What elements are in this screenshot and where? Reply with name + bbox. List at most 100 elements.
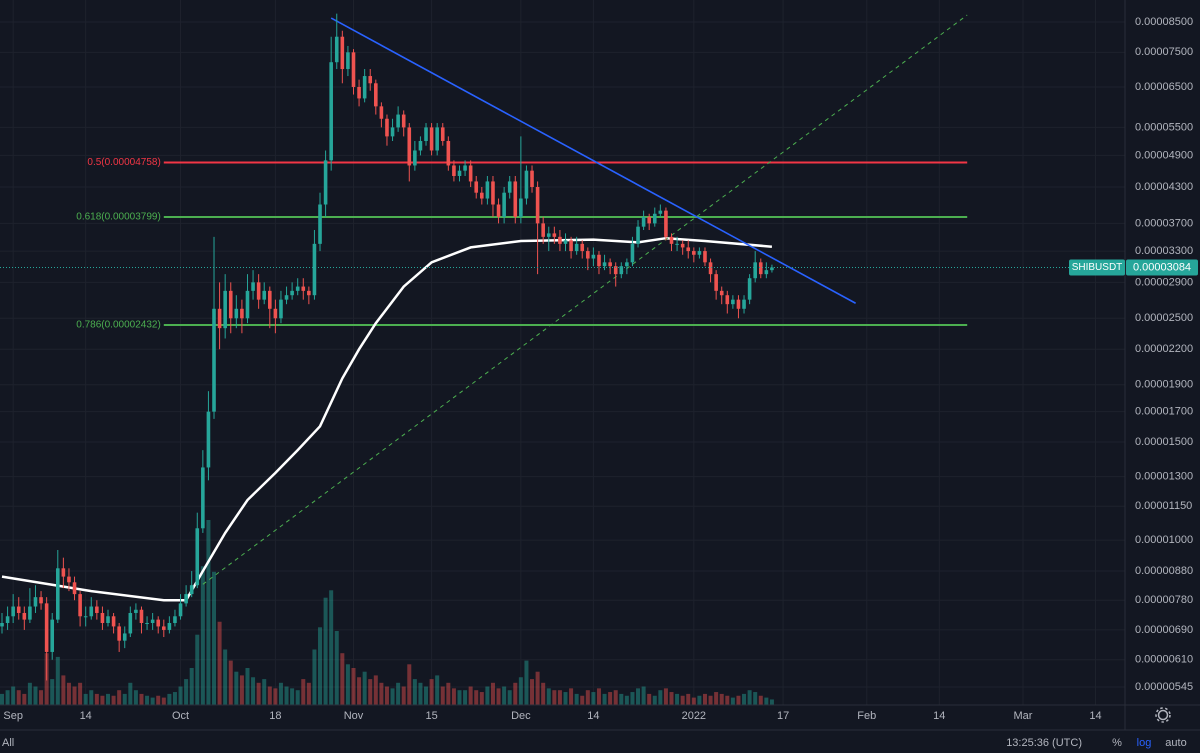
candle-body <box>217 308 222 329</box>
candle-body <box>89 606 94 617</box>
candle-body <box>195 528 200 586</box>
candle-body <box>100 612 105 624</box>
candle-body <box>770 267 774 271</box>
volume-bar <box>697 695 702 705</box>
volume-bar <box>613 690 618 705</box>
candle-body <box>150 619 155 624</box>
volume-bar <box>11 686 16 705</box>
candle-body <box>95 606 99 613</box>
x-tick-label: 14 <box>587 710 599 722</box>
volume-bar <box>574 693 579 705</box>
settings-icon[interactable] <box>1155 707 1171 723</box>
x-tick-label: 14 <box>80 710 92 722</box>
settings-gear-teeth[interactable] <box>1155 707 1171 723</box>
auto-toggle[interactable]: auto <box>1165 737 1186 749</box>
candle-body <box>201 467 205 529</box>
candle-body <box>742 299 746 309</box>
volume-bar <box>552 690 557 705</box>
volume-bar <box>585 690 590 705</box>
candle-body <box>318 204 322 244</box>
volume-bar <box>485 686 490 705</box>
volume-bar <box>223 649 228 705</box>
candle-body <box>122 633 127 641</box>
volume-bar <box>602 693 607 705</box>
volume-bar <box>167 693 172 705</box>
candle-body <box>55 568 60 620</box>
candle-body <box>546 233 551 237</box>
volume-bar <box>50 679 55 705</box>
volume-bar <box>251 677 256 705</box>
volume-bar <box>708 695 713 705</box>
volume-bar <box>524 660 529 705</box>
fib-level-label: 0.5(0.00004758) <box>87 157 160 168</box>
candle-body <box>474 181 479 193</box>
candle-body <box>61 568 66 577</box>
log-toggle[interactable]: log <box>1137 737 1152 749</box>
range-button[interactable]: All <box>2 737 14 749</box>
volume-bar <box>691 697 696 705</box>
candle-body <box>491 181 495 205</box>
volume-bar <box>440 686 445 705</box>
volume-bar <box>278 682 283 705</box>
volume-bar <box>435 675 440 705</box>
y-tick-label: 0.00002500 <box>1135 312 1193 324</box>
volume-bar <box>184 679 189 705</box>
trend-line <box>202 14 968 585</box>
candle-body <box>161 626 166 630</box>
y-tick-label: 0.00001000 <box>1135 534 1193 546</box>
candle-body <box>44 603 49 652</box>
y-tick-label: 0.00000545 <box>1135 681 1193 693</box>
candle-body <box>513 181 518 217</box>
volume-bar <box>128 682 133 705</box>
candle-body <box>83 616 88 618</box>
y-tick-label: 0.00001300 <box>1135 470 1193 482</box>
volume-bar <box>334 631 339 705</box>
y-tick-label: 0.00006500 <box>1135 81 1193 93</box>
candle-body <box>39 597 43 604</box>
volume-bar <box>463 690 468 705</box>
candle-body <box>156 619 161 627</box>
candle-body <box>173 616 177 624</box>
candle-body <box>703 251 707 263</box>
candle-body <box>334 36 339 63</box>
volume-bar <box>117 690 122 705</box>
candle-body <box>613 266 618 275</box>
candle-body <box>519 198 523 217</box>
candle-body <box>524 170 529 199</box>
volume-bar <box>429 679 434 705</box>
volume-bar <box>161 697 166 705</box>
candle-body <box>680 243 685 248</box>
y-tick-label: 0.00005500 <box>1135 121 1193 133</box>
volume-bar <box>89 690 94 705</box>
percent-toggle[interactable]: % <box>1112 737 1122 749</box>
volume-bar <box>351 668 356 705</box>
clock: 13:25:36 (UTC) <box>1006 737 1082 749</box>
candle-body <box>5 616 10 624</box>
candle-body <box>351 52 356 87</box>
volume-bar <box>39 690 44 705</box>
trend-line <box>330 17 857 304</box>
candle-body <box>50 619 55 652</box>
volume-bar <box>591 692 596 705</box>
volume-bar <box>569 688 574 705</box>
settings-gear[interactable] <box>1157 709 1169 721</box>
volume-bar <box>139 693 144 705</box>
candle-body <box>362 76 367 99</box>
volume-bar <box>624 695 629 705</box>
candle-body <box>396 114 400 128</box>
candle-body <box>591 254 596 259</box>
volume-bar <box>150 697 155 705</box>
volume-bar <box>636 688 641 705</box>
volume-bar <box>714 692 719 705</box>
volume-bar <box>66 682 71 705</box>
y-tick-label: 0.00001150 <box>1135 500 1192 512</box>
volume-bar <box>675 693 680 705</box>
volume-bar <box>94 693 99 705</box>
candle-body <box>234 308 239 319</box>
candle-body <box>346 52 350 70</box>
symbol-tag-label: SHIBUSDT <box>1072 262 1123 273</box>
volume-bar <box>83 693 88 705</box>
candle-body <box>440 127 445 141</box>
volume-bar <box>262 679 267 705</box>
